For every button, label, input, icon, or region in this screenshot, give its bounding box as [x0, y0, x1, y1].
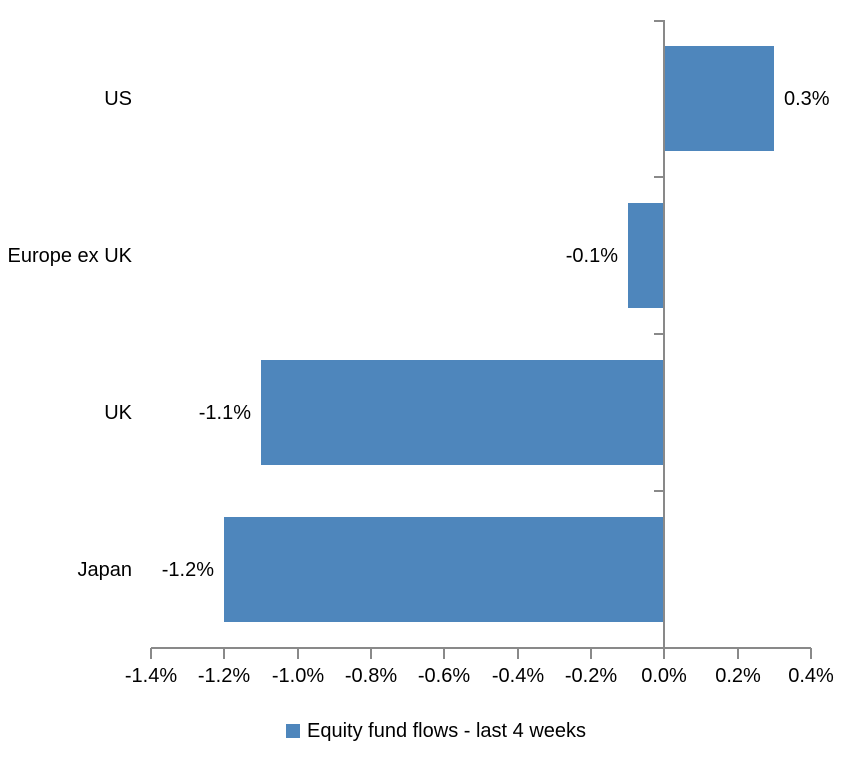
- legend-series-label: Equity fund flows - last 4 weeks: [307, 720, 587, 742]
- x-axis-tick-label: -1.2%: [197, 665, 251, 687]
- data-label: -1.2%: [161, 559, 214, 581]
- bar-us: [664, 46, 774, 151]
- x-axis-tick-label: -1.4%: [124, 665, 178, 687]
- x-axis-line: [151, 647, 811, 649]
- x-axis-tick: [590, 648, 592, 659]
- x-axis-tick: [297, 648, 299, 659]
- bar-uk: [261, 360, 664, 465]
- category-axis-tick: [654, 20, 663, 22]
- category-axis-tick: [654, 333, 663, 335]
- x-axis-tick: [223, 648, 225, 659]
- x-axis-tick: [150, 648, 152, 659]
- category-label: Europe ex UK: [7, 245, 132, 267]
- x-axis-tick: [737, 648, 739, 659]
- data-label: -1.1%: [198, 402, 251, 424]
- legend: Equity fund flows - last 4 weeks: [286, 717, 586, 745]
- x-axis-tick-label: -1.0%: [271, 665, 325, 687]
- data-label: 0.3%: [784, 88, 830, 110]
- data-label: -0.1%: [565, 245, 618, 267]
- category-label: US: [104, 88, 132, 110]
- x-axis-tick-label: -0.6%: [417, 665, 471, 687]
- x-axis-tick: [443, 648, 445, 659]
- category-axis-tick: [654, 490, 663, 492]
- bar-europe-ex-uk: [628, 203, 665, 308]
- legend-series-swatch-icon: [286, 724, 300, 738]
- x-axis-tick-label: -0.2%: [564, 665, 618, 687]
- x-axis-tick: [370, 648, 372, 659]
- category-axis-tick: [654, 176, 663, 178]
- x-axis-tick-label: 0.4%: [788, 665, 834, 687]
- bar-japan: [224, 517, 664, 622]
- x-axis-tick-label: -0.4%: [491, 665, 545, 687]
- category-label: Japan: [77, 559, 133, 581]
- x-axis-tick: [810, 648, 812, 659]
- x-axis-tick-label: 0.0%: [641, 665, 687, 687]
- x-axis-tick: [517, 648, 519, 659]
- x-axis-tick: [663, 648, 665, 659]
- category-label: UK: [104, 402, 132, 424]
- category-axis-line: [663, 20, 665, 650]
- x-axis-tick-label: 0.2%: [715, 665, 761, 687]
- x-axis-tick-label: -0.8%: [344, 665, 398, 687]
